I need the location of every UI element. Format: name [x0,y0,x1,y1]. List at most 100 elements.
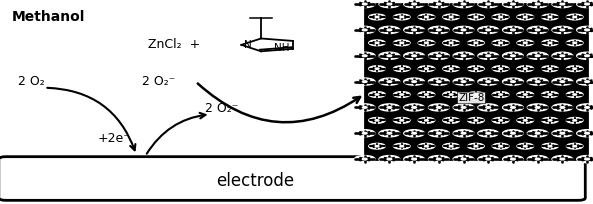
Circle shape [436,158,441,160]
Circle shape [404,78,425,85]
Circle shape [566,92,583,97]
Circle shape [527,78,548,85]
Circle shape [362,3,367,5]
Circle shape [478,130,499,137]
Circle shape [566,40,583,46]
Circle shape [486,3,490,5]
Circle shape [425,68,428,69]
Circle shape [486,158,490,160]
Circle shape [573,68,576,69]
Circle shape [379,26,400,33]
Circle shape [478,1,499,8]
Circle shape [387,107,392,108]
Circle shape [429,130,449,137]
Circle shape [400,120,404,121]
Circle shape [542,143,558,149]
Circle shape [453,1,474,8]
Circle shape [375,146,379,147]
Circle shape [375,42,379,43]
Circle shape [355,130,375,137]
Circle shape [394,66,410,72]
Circle shape [443,118,460,123]
Circle shape [499,42,502,43]
Circle shape [486,107,490,108]
Circle shape [355,78,375,85]
FancyArrowPatch shape [197,83,360,122]
Circle shape [524,68,527,69]
Circle shape [585,3,589,5]
Circle shape [573,120,576,121]
Circle shape [461,107,466,108]
Circle shape [503,104,523,111]
Circle shape [425,16,428,18]
Circle shape [548,68,552,69]
Circle shape [535,107,540,108]
Circle shape [478,52,499,59]
Circle shape [566,14,583,20]
Circle shape [394,92,410,97]
Circle shape [436,81,441,82]
Circle shape [468,14,484,20]
Circle shape [560,3,565,5]
Circle shape [511,29,515,31]
Circle shape [461,55,466,57]
Circle shape [585,132,589,134]
Circle shape [418,14,435,20]
Circle shape [468,92,484,97]
Circle shape [404,130,425,137]
Circle shape [362,81,367,82]
Circle shape [453,26,474,33]
Circle shape [503,26,523,33]
Circle shape [566,118,583,123]
Circle shape [542,118,558,123]
Circle shape [478,156,499,163]
Circle shape [566,143,583,149]
Circle shape [535,29,540,31]
Circle shape [369,40,385,46]
Circle shape [461,29,466,31]
Circle shape [369,66,385,72]
Circle shape [552,26,573,33]
Circle shape [560,29,565,31]
Circle shape [453,156,474,163]
Circle shape [362,158,367,160]
Circle shape [369,143,385,149]
Circle shape [400,94,404,95]
Circle shape [560,132,565,134]
Circle shape [404,1,425,8]
Circle shape [375,94,379,95]
Circle shape [548,146,552,147]
Circle shape [429,26,449,33]
Circle shape [461,132,466,134]
Text: ZIF-8: ZIF-8 [458,93,484,103]
Circle shape [511,107,515,108]
Circle shape [468,143,484,149]
Circle shape [461,158,466,160]
Circle shape [511,3,515,5]
Circle shape [548,16,552,18]
Circle shape [418,40,435,46]
Circle shape [387,3,392,5]
Circle shape [492,118,509,123]
Circle shape [585,55,589,57]
Text: electrode: electrode [216,172,294,190]
Circle shape [461,81,466,82]
Circle shape [552,1,573,8]
Circle shape [552,78,573,85]
Circle shape [468,66,484,72]
Circle shape [517,92,534,97]
Text: 2 O₂: 2 O₂ [18,75,44,88]
Circle shape [486,55,490,57]
Circle shape [527,156,548,163]
Circle shape [527,26,548,33]
Circle shape [511,55,515,57]
Circle shape [474,94,478,95]
Circle shape [375,68,379,69]
Circle shape [486,29,490,31]
Circle shape [577,156,593,163]
Circle shape [577,26,593,33]
Circle shape [573,16,576,18]
Circle shape [412,158,416,160]
Circle shape [474,42,478,43]
Circle shape [379,1,400,8]
